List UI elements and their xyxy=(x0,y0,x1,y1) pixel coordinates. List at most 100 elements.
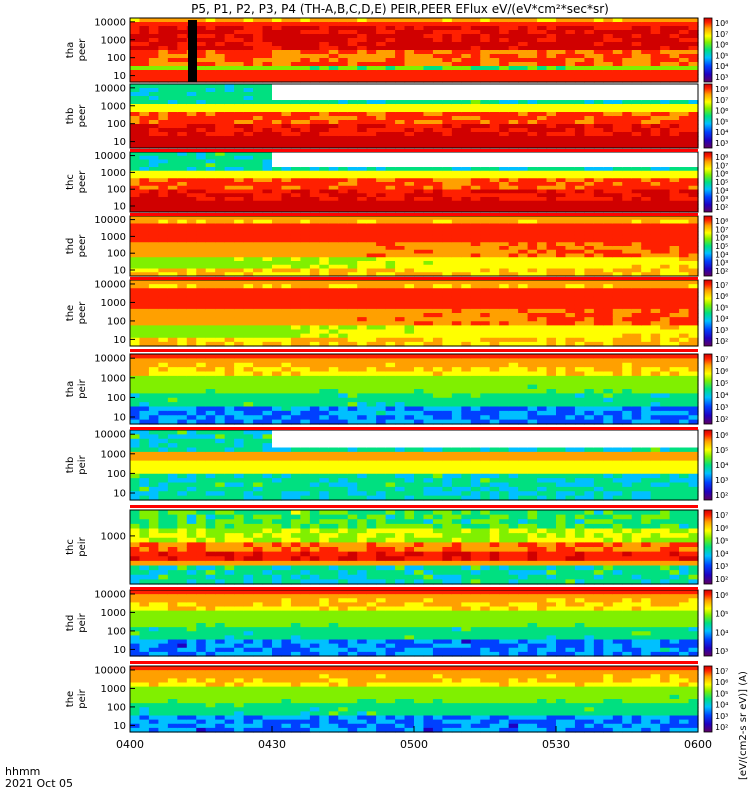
y-tick-label: 100 xyxy=(107,119,126,130)
colorbar xyxy=(703,353,713,425)
y-tick-label: 10000 xyxy=(94,589,126,600)
heatmap-the_peer xyxy=(130,280,699,347)
panel-thd_peir: thd peir 10000 1000 100 10 10⁶ 10⁵ 10⁴ 10³ xyxy=(65,589,728,657)
panel-the_peer: the peer 10000 1000 100 10 10⁷ 10⁶ 10⁵ 10⁴ 10³ 10² xyxy=(65,279,728,347)
y-tick-label: 100 xyxy=(107,185,126,196)
colorbar-tick-label: 10⁷ xyxy=(715,667,728,676)
colorbar-tick-label: 10⁷ xyxy=(715,161,728,170)
panel-thb_peir: thb peir 10000 1000 100 10 10⁶ 10⁵ 10⁴ 10³ 10² xyxy=(65,429,728,501)
time-axis-label-date: 2021 Oct 05 xyxy=(5,777,73,790)
colorbar-tick-label: 10⁴ xyxy=(715,128,728,137)
y-tick-label: 10000 xyxy=(94,354,126,365)
colorbar-tick-label: 10³ xyxy=(715,403,728,412)
colorbar-tick-label: 10⁴ xyxy=(715,186,728,195)
colorbar-tick-label: 10³ xyxy=(715,195,728,204)
time-axis-label-hhmm: hhmm xyxy=(5,765,40,778)
colorbar xyxy=(703,151,713,213)
panel-separator xyxy=(130,505,698,508)
y-tick-label: 10000 xyxy=(94,215,126,226)
y-tick-label: 100 xyxy=(107,249,126,260)
colorbar-tick-label: 10⁷ xyxy=(715,96,728,105)
y-tick-label: 1000 xyxy=(101,298,126,309)
heatmap-thc_peer xyxy=(130,152,699,213)
colorbar-tick-label: 10⁶ xyxy=(715,678,728,687)
colorbar-tick-label: 10⁸ xyxy=(715,85,728,94)
y-tick-label: 10 xyxy=(113,202,126,213)
colorbar-tick-label: 10⁸ xyxy=(715,217,728,226)
panel-separator xyxy=(130,587,698,590)
colorbar-tick-label: 10⁵ xyxy=(715,379,728,388)
x-tick-label: 0430 xyxy=(258,738,286,751)
panel-separator xyxy=(130,427,698,430)
y-tick-label: 100 xyxy=(107,469,126,480)
colorbar-tick-label: 10² xyxy=(715,337,728,346)
colorbar-tick-label: 10⁶ xyxy=(715,591,728,600)
colorbar xyxy=(703,665,713,733)
colorbar xyxy=(703,589,713,657)
colorbar-tick-label: 10⁶ xyxy=(715,107,728,116)
colorbar-tick-label: 10⁵ xyxy=(715,178,728,187)
colorbar-tick-label: 10⁵ xyxy=(715,689,728,698)
heatmap-thb_peer xyxy=(130,84,699,149)
colorbar-tick-label: 10³ xyxy=(715,476,728,485)
colorbar-tick-label: 10³ xyxy=(715,647,728,656)
panel-instrument-label: peer xyxy=(77,38,88,62)
panel-probe-label: thb xyxy=(65,108,76,125)
panel-frame xyxy=(129,353,699,425)
y-tick-label: 1000 xyxy=(101,373,126,384)
panel-instrument-label: peir xyxy=(77,454,88,474)
colorbar-tick-label: 10⁶ xyxy=(715,234,728,243)
colorbar-tick-label: 10³ xyxy=(715,259,728,268)
colorbar-tick-label: 10⁴ xyxy=(715,391,728,400)
heatmap-tha_peir xyxy=(130,354,699,425)
colorbar-tick-label: 10⁵ xyxy=(715,610,728,619)
y-tick-label: 10 xyxy=(113,335,126,346)
y-tick-label: 10 xyxy=(113,489,126,500)
heatmap-the_peir xyxy=(130,666,699,733)
y-tick-label: 1000 xyxy=(101,168,126,179)
colorbar-tick-label: 10⁶ xyxy=(715,292,728,301)
panel-separator xyxy=(130,149,698,152)
y-tick-label: 1000 xyxy=(101,608,126,619)
panels-group: tha peer1000010001001010⁸10⁷10⁶10⁵10⁴10³t… xyxy=(65,17,728,733)
colorbar-tick-label: 10³ xyxy=(715,562,728,571)
colorbar-tick-label: 10³ xyxy=(715,139,728,148)
colorbar-tick-label: 10⁴ xyxy=(715,461,728,470)
y-tick-label: 10000 xyxy=(94,151,126,162)
x-tick-label: 0530 xyxy=(542,738,570,751)
panel-instrument-label: peir xyxy=(77,688,88,708)
panel-separator xyxy=(130,277,698,280)
colorbar-tick-label: 10⁶ xyxy=(715,431,728,440)
panel-tha_peir: tha peir 10000 1000 100 10 10⁷ 10⁶ 10⁵ 10⁴ 10³ 10² xyxy=(65,353,728,425)
y-tick-label: 1000 xyxy=(101,531,126,542)
colorbar xyxy=(703,279,713,347)
panel-instrument-label: peir xyxy=(77,612,88,632)
colorbar xyxy=(703,17,713,83)
colorbar-tick-label: 10⁴ xyxy=(715,250,728,259)
panel-probe-label: tha xyxy=(65,381,76,397)
x-tick-label: 0400 xyxy=(116,738,144,751)
panel-the_peir: the peir 10000 1000 100 10 10⁷ 10⁶ 10⁵ 10⁴ 10³ 10² xyxy=(65,665,728,733)
y-tick-label: 10000 xyxy=(94,279,126,290)
panel-instrument-label: peir xyxy=(77,378,88,398)
colorbar-tick-label: 10² xyxy=(715,575,728,584)
colorbar-tick-label: 10⁵ xyxy=(715,303,728,312)
colorbar-tick-label: 10⁶ xyxy=(715,41,728,50)
y-tick-label: 1000 xyxy=(101,101,126,112)
heatmap-thd_peer xyxy=(130,216,699,277)
heatmap-thd_peir xyxy=(130,590,699,657)
panel-instrument-label: peir xyxy=(77,536,88,556)
y-tick-label: 10 xyxy=(113,721,126,732)
colorbar-tick-label: 10⁸ xyxy=(715,153,728,162)
colorbar-tick-label: 10⁴ xyxy=(715,628,728,637)
colorbar xyxy=(703,429,713,501)
colorbar-tick-label: 10⁴ xyxy=(715,701,728,710)
heatmap-thb_peir xyxy=(130,430,699,501)
colorbar-tick-label: 10⁷ xyxy=(715,225,728,234)
panel-probe-label: tha xyxy=(65,42,76,58)
colorbar-tick-label: 10⁸ xyxy=(715,19,728,28)
colorbar-tick-label: 10⁵ xyxy=(715,537,728,546)
y-tick-label: 10000 xyxy=(94,665,126,676)
figure-title: P5, P1, P2, P3, P4 (TH-A,B,C,D,E) PEIR,P… xyxy=(191,2,609,16)
panel-probe-label: thc xyxy=(65,539,76,555)
